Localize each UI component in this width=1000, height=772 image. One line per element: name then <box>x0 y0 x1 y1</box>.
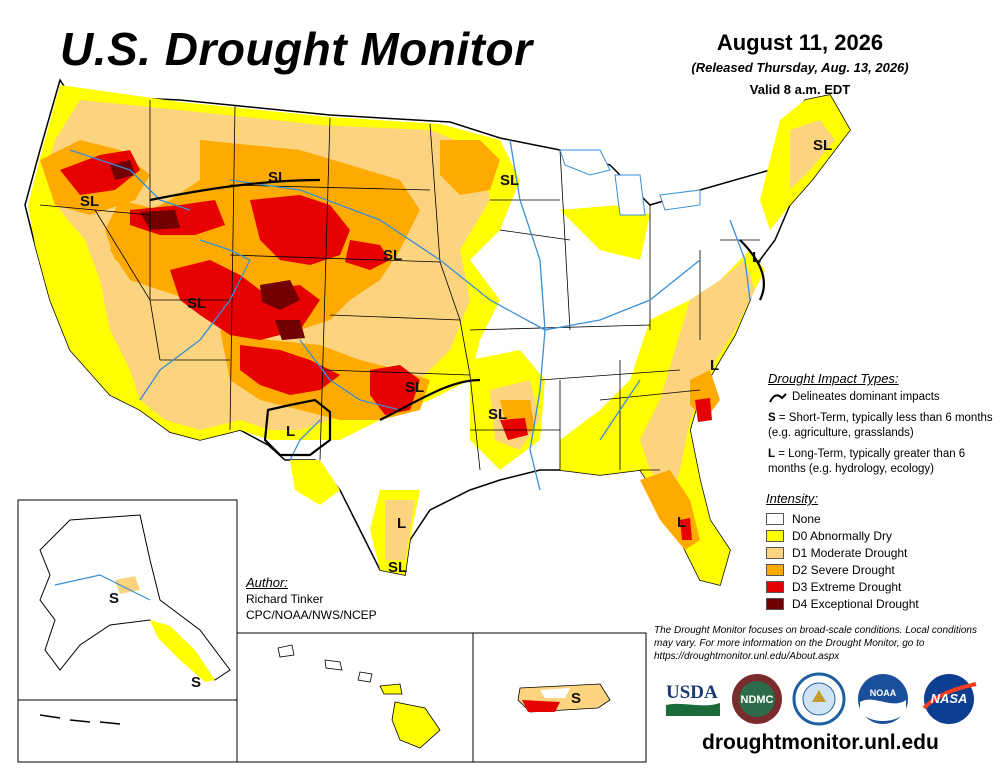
site-url[interactable]: droughtmonitor.unl.edu <box>702 731 939 754</box>
impact-short-row: S = Short-Term, typically less than 6 mo… <box>768 411 993 441</box>
author-block: Author: Richard Tinker CPC/NOAA/NWS/NCEP <box>246 575 377 623</box>
hawaii-inset <box>236 632 474 763</box>
legend-label: D2 Severe Drought <box>792 562 895 577</box>
label-alaska-southeast: S <box>191 674 201 691</box>
impact-long-row: L = Long-Term, typically greater than 6 … <box>768 447 993 477</box>
short-key: S <box>768 412 776 424</box>
nasa-logo[interactable]: NASA <box>920 672 978 726</box>
legend-label: D0 Abnormally Dry <box>792 528 893 543</box>
legend-swatch <box>766 580 784 593</box>
release-date: (Released Thursday, Aug. 13, 2026) <box>691 60 909 75</box>
ndmc-logo[interactable]: NDMC <box>730 672 784 726</box>
legend-swatch <box>766 546 784 559</box>
valid-time: Valid 8 a.m. EDT <box>749 82 851 97</box>
label-puerto-rico: S <box>571 690 581 707</box>
label-texas-west: L <box>286 423 295 440</box>
legend-label: D1 Moderate Drought <box>792 545 908 560</box>
lakes <box>559 149 701 216</box>
long-desc: = Long-Term, typically greater than 6 mo… <box>768 448 966 475</box>
legend-item: D1 Moderate Drought <box>766 544 991 561</box>
label-kansas-oklahoma: SL <box>405 379 424 396</box>
author-heading: Author: <box>246 575 288 590</box>
nasa-text: NASA <box>931 691 968 706</box>
impact-line-row: Delineates dominant impacts <box>768 390 993 405</box>
legend-item: None <box>766 510 991 527</box>
label-south-dakota: SL <box>383 247 402 264</box>
label-arkansas: SL <box>488 406 507 423</box>
commerce-logo[interactable] <box>792 672 846 726</box>
impact-lines <box>149 178 765 457</box>
label-mid-atlantic: L <box>752 249 761 266</box>
legend-swatch <box>766 529 784 542</box>
usda-logo[interactable]: USDA <box>664 678 722 718</box>
intensity-legend: Intensity: None D0 Abnormally Dry D1 Mod… <box>766 491 991 612</box>
label-carolinas: L <box>710 357 719 374</box>
page-title: U.S. Drought Monitor <box>60 23 533 75</box>
label-montana: SL <box>268 169 287 186</box>
author-name: Richard Tinker <box>246 592 324 606</box>
label-texas-coast: L <box>397 515 406 532</box>
label-wisconsin: SL <box>500 172 519 189</box>
aleutian-inset <box>17 699 238 763</box>
noaa-text: NOAA <box>870 688 897 698</box>
legend-swatch <box>766 563 784 576</box>
legend-item: D2 Severe Drought <box>766 561 991 578</box>
short-desc: = Short-Term, typically less than 6 mont… <box>768 412 993 439</box>
footnote: The Drought Monitor focuses on broad-sca… <box>654 625 977 662</box>
impact-line-icon <box>769 392 787 402</box>
label-utah: SL <box>187 295 206 312</box>
intensity-heading: Intensity: <box>766 491 819 506</box>
legend-label: D4 Exceptional Drought <box>792 596 919 611</box>
usda-text: USDA <box>666 682 718 703</box>
legend-label: D3 Extreme Drought <box>792 579 902 594</box>
legend-item: D4 Exceptional Drought <box>766 595 991 612</box>
rivers <box>69 139 751 491</box>
label-alaska-interior: S <box>109 590 119 607</box>
long-key: L <box>768 448 776 460</box>
hawaii-islands <box>277 644 441 749</box>
label-florida: L <box>677 514 686 531</box>
impact-heading: Drought Impact Types: <box>768 371 899 386</box>
legend-swatch <box>766 597 784 610</box>
impact-line-note: Delineates dominant impacts <box>792 391 940 403</box>
label-new-england: SL <box>813 137 832 154</box>
legend-label: None <box>792 511 821 526</box>
impact-types-legend: Drought Impact Types: Delineates dominan… <box>768 371 993 483</box>
ndmc-text: NDMC <box>741 694 774 706</box>
label-texas-south: SL <box>388 559 407 576</box>
legend-swatch <box>766 512 784 525</box>
legend-item: D0 Abnormally Dry <box>766 527 991 544</box>
map-date: August 11, 2026 <box>716 30 884 55</box>
author-org: CPC/NOAA/NWS/NCEP <box>246 608 377 622</box>
legend-item: D3 Extreme Drought <box>766 578 991 595</box>
state-borders <box>39 100 760 471</box>
label-oregon: SL <box>80 193 99 210</box>
noaa-logo[interactable]: NOAA <box>856 672 910 726</box>
